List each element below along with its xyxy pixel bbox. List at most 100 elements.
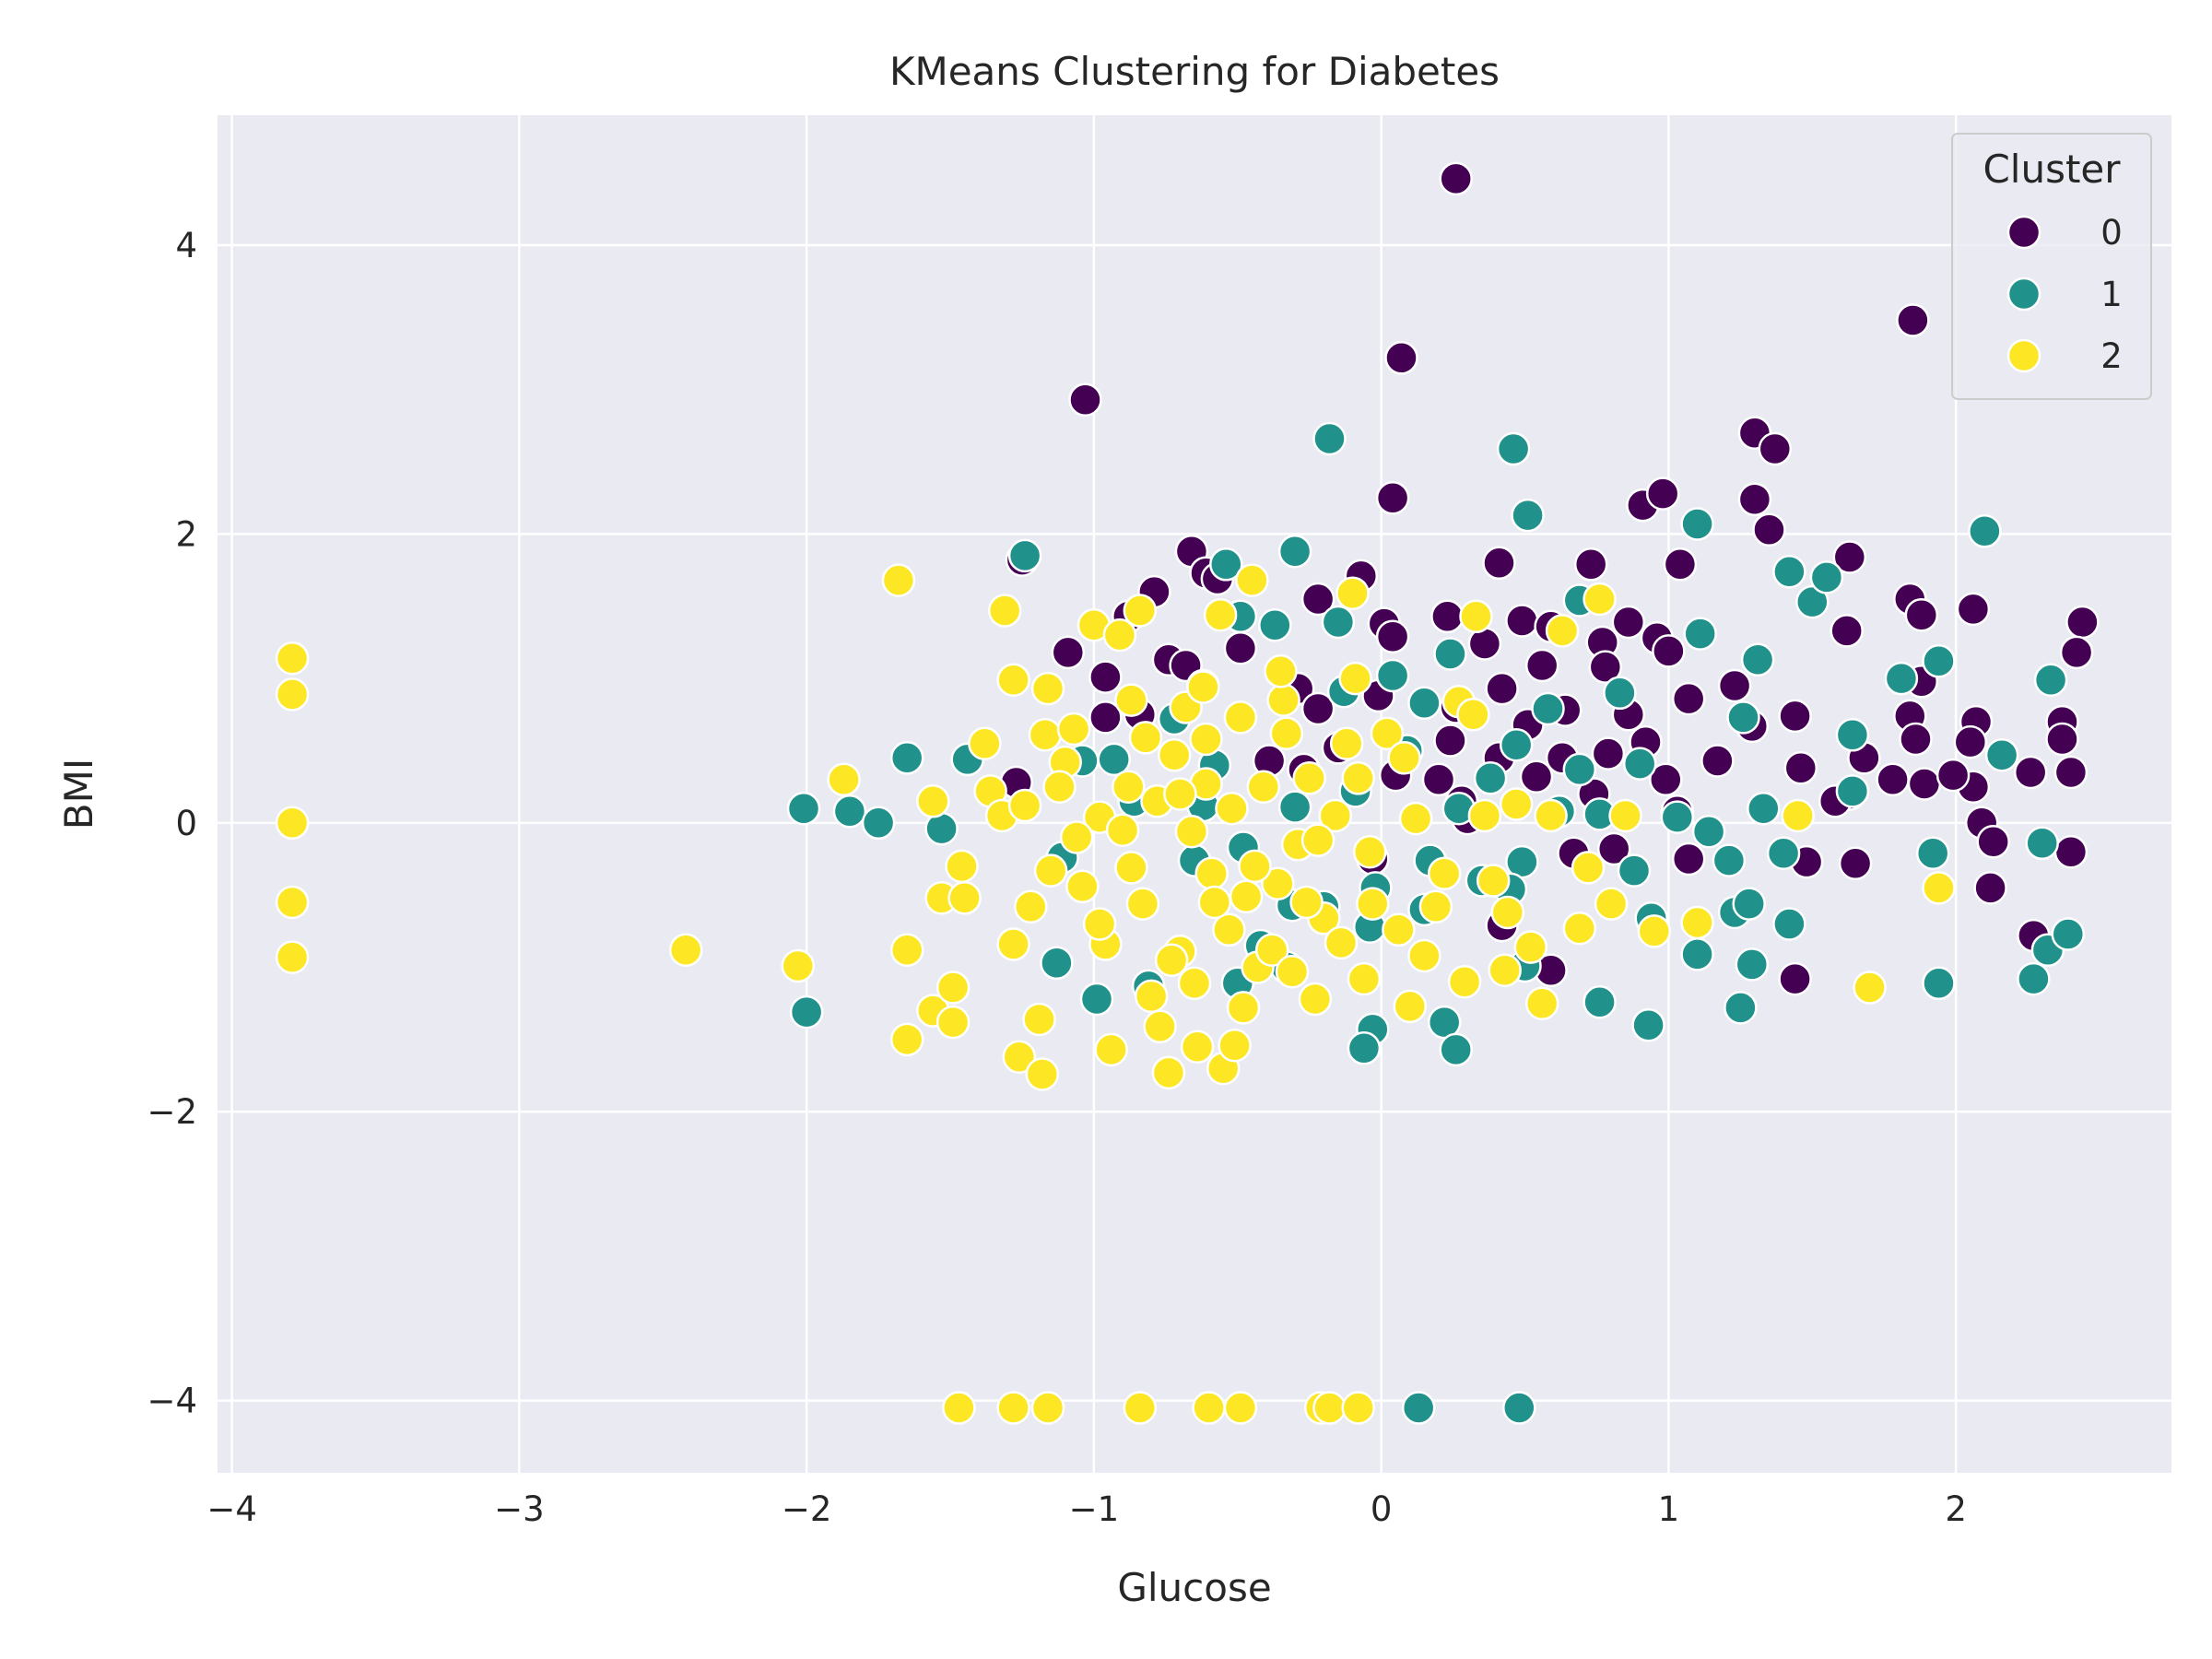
y-tick-label: 0 <box>175 804 197 843</box>
data-point <box>1524 648 1559 683</box>
data-point <box>916 784 950 818</box>
data-point <box>1246 770 1281 804</box>
x-axis-label: Glucose <box>1117 1565 1271 1610</box>
data-point <box>1177 966 1212 1001</box>
data-point <box>827 762 861 797</box>
data-point <box>1430 599 1465 634</box>
data-point <box>1102 618 1137 653</box>
data-point <box>1936 758 1971 793</box>
legend-label: 1 <box>2100 275 2123 314</box>
data-point <box>1545 614 1580 648</box>
legend-marker <box>2006 215 2041 250</box>
data-point <box>1490 895 1525 930</box>
data-point <box>1922 871 1956 905</box>
data-point <box>1300 582 1335 617</box>
data-point <box>935 971 971 1005</box>
data-point <box>1033 853 1068 888</box>
data-point <box>275 940 310 974</box>
data-point <box>942 1391 976 1425</box>
data-point <box>1766 836 1801 870</box>
data-point <box>1051 635 1086 670</box>
legend-title: Cluster <box>1983 147 2121 192</box>
data-point <box>1835 774 1870 808</box>
data-point <box>1622 747 1657 781</box>
data-point <box>1447 964 1482 999</box>
data-point <box>1519 759 1554 794</box>
data-point <box>1229 879 1264 914</box>
data-point <box>1352 834 1387 869</box>
data-point <box>1007 788 1042 823</box>
data-point <box>1123 1391 1158 1425</box>
data-point <box>1321 605 1356 640</box>
data-point <box>275 677 310 712</box>
data-point <box>1157 737 1192 772</box>
data-point <box>1680 905 1714 940</box>
data-point <box>1717 668 1752 703</box>
data-point <box>1275 954 1310 989</box>
data-point <box>1671 841 1706 877</box>
x-tick-label: −4 <box>206 1489 257 1529</box>
x-tick-label: −3 <box>494 1489 545 1529</box>
data-point <box>1254 933 1289 967</box>
data-point <box>1513 930 1548 964</box>
data-point <box>1726 700 1760 735</box>
data-point <box>1235 563 1269 597</box>
data-point <box>1375 481 1410 515</box>
data-point <box>275 885 310 920</box>
data-point <box>1212 912 1246 947</box>
data-point <box>996 1391 1030 1425</box>
data-point <box>1476 864 1511 898</box>
data-point <box>1588 650 1623 684</box>
data-point <box>1752 512 1786 547</box>
data-point <box>1215 791 1249 826</box>
data-point <box>1123 594 1158 628</box>
data-point <box>2033 663 2068 697</box>
data-point <box>832 794 867 829</box>
data-point <box>1511 498 1545 533</box>
x-tick-label: −2 <box>782 1489 832 1529</box>
data-point <box>1571 851 1606 885</box>
data-point <box>1025 1057 1060 1091</box>
data-point <box>1573 547 1608 582</box>
data-point <box>968 726 1002 760</box>
data-point <box>1028 718 1063 752</box>
legend-entries: 0 1 2 <box>2006 213 2123 376</box>
data-point <box>1671 681 1706 716</box>
data-point <box>1298 982 1333 1017</box>
data-point <box>1795 584 1830 619</box>
data-point <box>275 806 310 841</box>
data-point <box>1226 991 1261 1025</box>
data-point <box>1393 989 1428 1024</box>
data-point <box>1324 925 1359 960</box>
data-point <box>2065 605 2100 640</box>
data-point <box>1421 762 1456 797</box>
data-point <box>2051 917 2086 951</box>
data-point <box>1125 887 1160 921</box>
data-point <box>1163 777 1197 811</box>
data-point <box>2053 834 2088 869</box>
data-point <box>1853 971 1887 1005</box>
data-point <box>1335 576 1370 610</box>
data-point <box>1973 871 2007 905</box>
data-point <box>2059 635 2094 670</box>
data-point <box>1277 534 1312 569</box>
data-point <box>1223 700 1258 735</box>
data-point <box>1264 654 1298 688</box>
data-point <box>1174 814 1209 849</box>
data-point <box>1956 592 1991 627</box>
y-tick-label: 2 <box>175 514 197 554</box>
data-point <box>1030 671 1065 706</box>
legend-marker <box>2006 338 2041 373</box>
data-point <box>1112 770 1146 804</box>
y-tick-label: −4 <box>147 1382 197 1421</box>
data-point <box>1534 798 1568 833</box>
data-point <box>1014 889 1048 924</box>
data-point <box>781 948 816 983</box>
data-point <box>1781 798 1815 833</box>
data-point <box>1347 1031 1382 1065</box>
data-point <box>1407 686 1441 721</box>
data-point <box>1649 762 1683 797</box>
data-point <box>1631 1007 1665 1042</box>
data-point <box>1683 617 1717 651</box>
